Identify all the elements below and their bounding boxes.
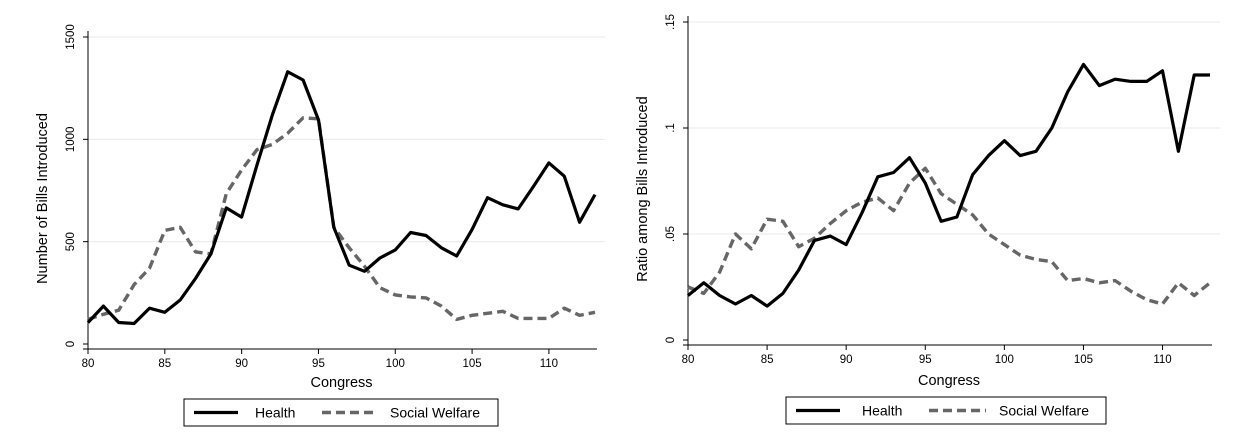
left-chart-panel: 0 500 1000 1500 80 85 90 95 100 105 110 Congress Num… [35,24,605,427]
y-tick-label: 0 [65,341,77,347]
y-tick-label: 1500 [65,24,77,50]
legend-social-welfare-label: Social Welfare [390,405,480,421]
y-tick-label: 1000 [65,127,77,153]
y-tick-label: 500 [65,232,77,251]
x-tick-label: 90 [235,358,248,370]
x-tick-label: 90 [840,354,853,366]
x-tick-label: 85 [158,358,171,370]
right-chart-panel: 0 .05 .1 .15 80 85 90 95 100 105 110 Congress Ratio … [635,14,1220,425]
x-tick-label: 95 [919,354,932,366]
social-welfare-series-line [687,166,1212,306]
y-axis-title: Ratio among Bills Introduced [635,96,651,281]
x-tick-label: 105 [1074,354,1093,366]
x-tick-label: 100 [386,358,405,370]
x-tick-label: 100 [995,354,1014,366]
legend-health-label: Health [862,403,902,419]
legend-health-label: Health [255,405,295,421]
y-tick-label: .15 [665,14,677,30]
y-tick-label: .05 [665,226,677,242]
x-tick-label: 110 [540,358,558,370]
y-axis-title: Number of Bills Introduced [35,113,51,284]
health-series-line [686,62,1210,308]
x-tick-label: 110 [1153,354,1171,366]
y-tick-label: 0 [665,337,677,343]
legend-social-welfare-label: Social Welfare [999,403,1089,419]
x-tick-label: 80 [682,354,695,366]
x-tick-label: 80 [82,358,95,370]
x-tick-label: 95 [312,358,325,370]
x-axis-title: Congress [918,373,980,389]
x-tick-label: 85 [761,354,774,366]
x-tick-label: 105 [462,358,481,370]
x-axis-title: Congress [310,375,372,391]
y-tick-label: .1 [665,123,677,133]
health-series-line [86,70,597,326]
social-welfare-series-line [87,116,596,322]
